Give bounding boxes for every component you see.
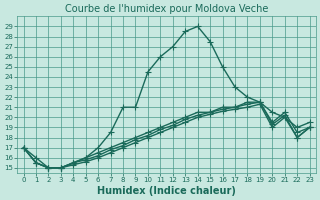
Title: Courbe de l'humidex pour Moldova Veche: Courbe de l'humidex pour Moldova Veche xyxy=(65,4,268,14)
X-axis label: Humidex (Indice chaleur): Humidex (Indice chaleur) xyxy=(97,186,236,196)
